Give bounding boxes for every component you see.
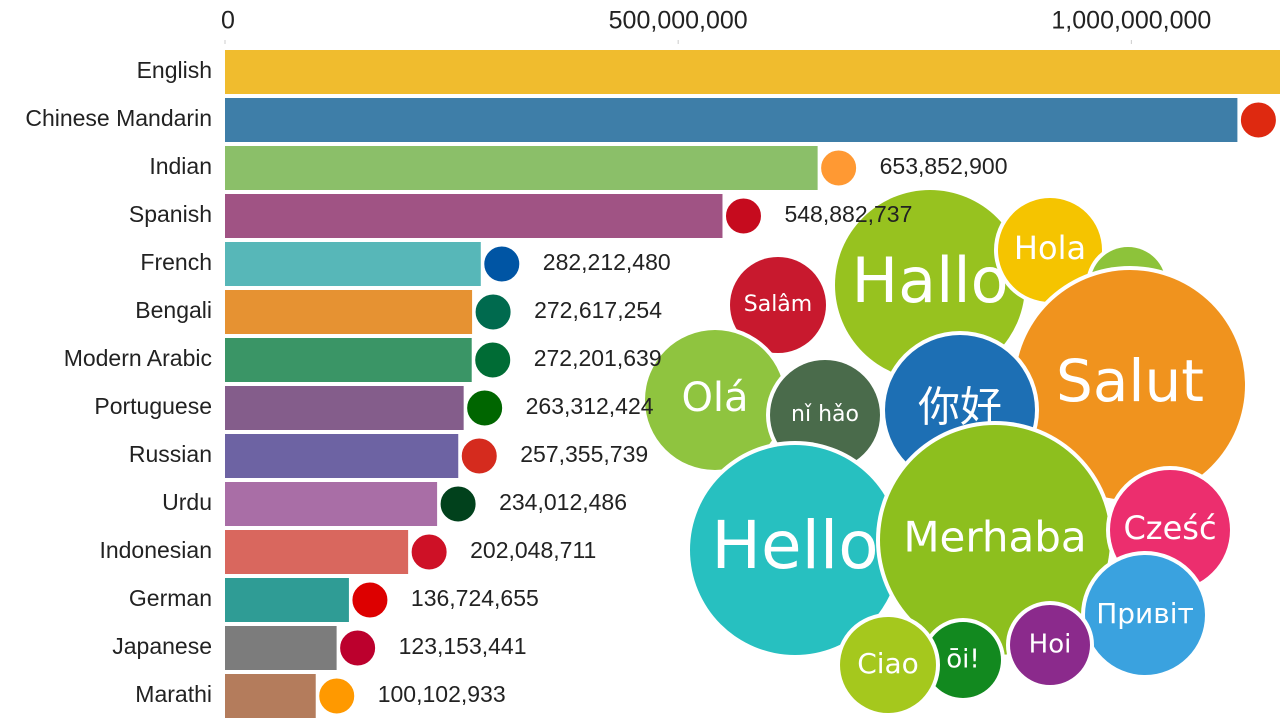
flag [337, 627, 379, 669]
y-tick-label: Indonesian [99, 537, 212, 563]
bar [225, 242, 481, 286]
x-tick-label: 500,000,000 [609, 7, 748, 35]
greeting: ōi! [946, 645, 980, 675]
data-label: 257,355,739 [520, 441, 648, 467]
y-tick-label: English [137, 57, 212, 83]
data-label: 282,212,480 [543, 249, 671, 275]
greeting: Merhaba [903, 513, 1086, 562]
data-label: 234,012,486 [499, 489, 627, 515]
data-label: 272,201,639 [534, 345, 662, 371]
bar [225, 290, 473, 334]
flag [472, 339, 514, 381]
bar [225, 98, 1238, 142]
data-label: 263,312,424 [526, 393, 654, 419]
y-tick-label: Chinese Mandarin [25, 105, 212, 131]
y-tick-label: Spanish [129, 201, 212, 227]
bar [225, 626, 337, 670]
greeting: Ciao [857, 647, 919, 680]
flag [818, 147, 860, 189]
illustration: HalloHolaHallåSalâmSalutOlánǐ hǎo你好Hello… [641, 186, 1249, 717]
flag [472, 291, 514, 333]
data-label: 202,048,711 [470, 537, 596, 563]
greeting: Hallo [852, 244, 1009, 317]
y-tick-label: Russian [129, 441, 212, 467]
data-label: 136,724,655 [411, 585, 539, 611]
greeting: Hola [1014, 229, 1086, 267]
speech-bubble [1015, 270, 1245, 500]
x-tick-label: 0 [221, 7, 235, 35]
flag [316, 675, 358, 717]
bar [225, 338, 472, 382]
flag [408, 531, 450, 573]
speech-bubble [998, 198, 1102, 302]
plot-area [225, 50, 1280, 718]
flag [458, 435, 500, 477]
bar [225, 578, 349, 622]
flag [349, 579, 391, 621]
y-tick-label: Indian [149, 153, 212, 179]
speech-bubble [880, 425, 1110, 655]
speech-bubble [1010, 605, 1090, 685]
greeting: Cześć [1123, 509, 1216, 547]
greeting: Olá [681, 375, 748, 421]
bar [225, 674, 316, 718]
flag [437, 483, 479, 525]
speech-bubble [1085, 555, 1205, 675]
bar [225, 50, 1280, 94]
y-tick-label: Bengali [135, 297, 212, 323]
speech-bubble [690, 445, 900, 655]
greeting: Hoi [1029, 630, 1072, 660]
y-tick-label: Portuguese [94, 393, 212, 419]
greeting: Привіт [1096, 597, 1194, 630]
speech-bubble [925, 622, 1001, 698]
y-tick-label: Urdu [162, 489, 212, 515]
data-label: 100,102,933 [378, 681, 506, 707]
greeting: Hello [711, 507, 878, 584]
y-tick-label: German [129, 585, 212, 611]
speech-bubble [840, 617, 936, 713]
x-tick-label: 1,000,000,000 [1051, 7, 1211, 35]
flag [464, 387, 506, 429]
speech-bubble [645, 330, 785, 470]
data-label: 548,882,737 [784, 201, 912, 227]
flag [481, 243, 523, 285]
bar [225, 194, 723, 238]
greeting: Salâm [744, 292, 812, 317]
y-tick-label: French [140, 249, 212, 275]
y-tick-label: Modern Arabic [64, 345, 212, 371]
data-label: 272,617,254 [534, 297, 662, 323]
bar [225, 482, 438, 526]
y-tick-label: Marathi [135, 681, 212, 707]
y-tick-label: Japanese [112, 633, 212, 659]
bar [225, 434, 459, 478]
speech-bubble [835, 190, 1025, 380]
flag [1237, 99, 1279, 141]
bar [225, 146, 818, 190]
bar [225, 386, 464, 430]
data-label: 653,852,900 [880, 153, 1008, 179]
data-label: 123,153,441 [399, 633, 527, 659]
greeting: nǐ hǎo [791, 402, 859, 427]
flag [722, 195, 764, 237]
speech-bubble [730, 257, 826, 353]
bar [225, 530, 409, 574]
greeting: Salut [1056, 347, 1204, 415]
